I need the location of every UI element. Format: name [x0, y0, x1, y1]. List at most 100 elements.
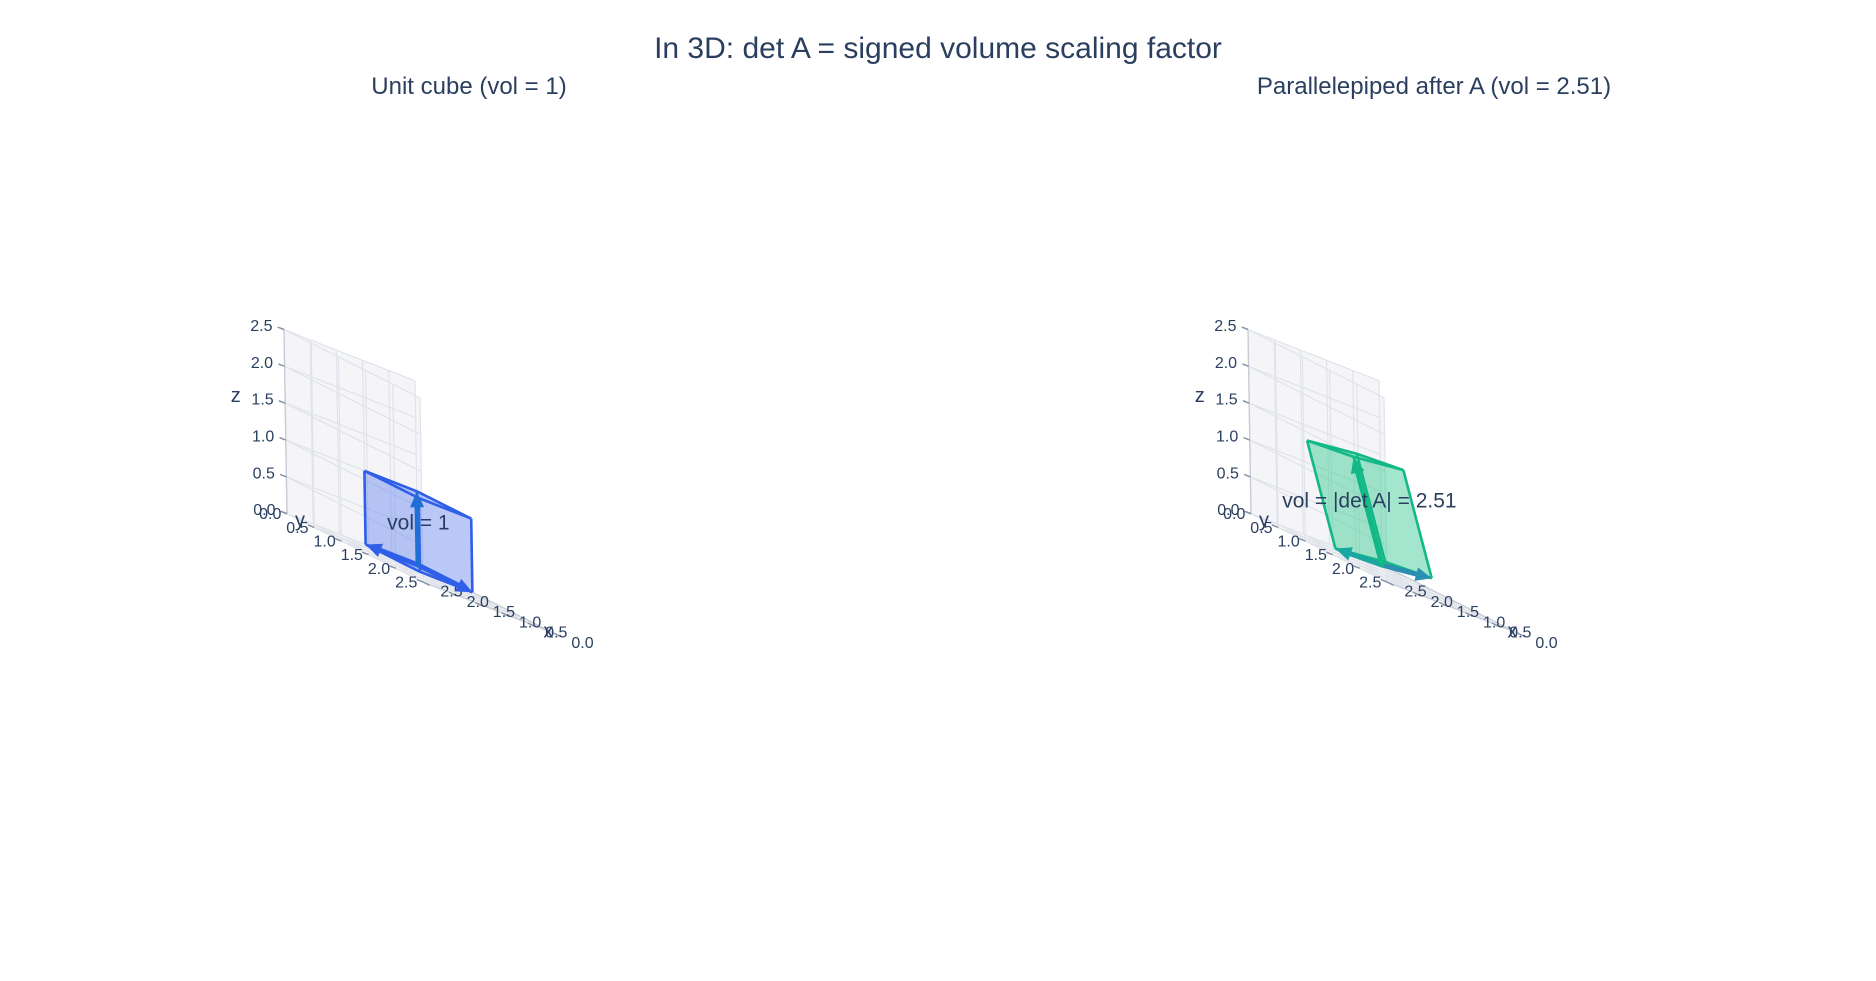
z-tick-label: 2.5: [250, 318, 272, 335]
y-tick-label: 0.0: [259, 506, 281, 523]
x-axis-title: x: [1507, 621, 1517, 643]
x-tick-label: 0.0: [571, 635, 593, 652]
grid-line: [310, 343, 315, 528]
z-tick-mark: [280, 510, 288, 515]
grid-line: [1248, 365, 1380, 419]
grid-line: [1329, 370, 1334, 555]
x-tick-label: 1.5: [493, 604, 515, 621]
figure-title: In 3D: det A = signed volume scaling fac…: [654, 32, 1222, 65]
x-tick-label: 2.0: [467, 594, 489, 611]
x-axis-title: x: [543, 621, 553, 643]
y-tick-mark: [362, 551, 369, 556]
grid-line: [395, 567, 528, 621]
x-tick-label: 0.5: [1509, 625, 1531, 642]
grid-line: [388, 370, 393, 555]
grid-line: [285, 439, 423, 509]
basis-vector-arrow: [378, 547, 421, 568]
y-tick-mark: [416, 578, 424, 583]
z-tick-mark: [1244, 510, 1252, 515]
right-subplot-title: Parallelepiped after A (vol = 2.51): [1257, 73, 1611, 100]
solid-face: [1356, 453, 1432, 579]
solid-edge: [363, 470, 367, 545]
solid-face: [1307, 440, 1382, 565]
y-axis-title: y: [295, 509, 305, 531]
y-tick-mark: [334, 537, 342, 542]
z-tick-mark: [1242, 363, 1249, 368]
y-tick-mark: [1298, 537, 1306, 542]
x-axis-line: [1381, 564, 1519, 634]
solid-edge: [1306, 439, 1358, 455]
grid-line: [283, 328, 416, 382]
basis-vector-arrow: [1348, 551, 1385, 568]
grid-line: [1250, 476, 1387, 546]
grid-line: [1273, 339, 1278, 525]
back-wall-y: [284, 329, 418, 565]
volume-annotation: vol = 1: [387, 512, 449, 535]
y-axis-title: y: [1259, 509, 1269, 531]
grid-line: [1359, 567, 1492, 621]
scene-parallelepiped[interactable]: 0.00.00.00.50.50.51.01.01.01.51.51.52.02…: [1195, 318, 1558, 652]
basis-vector-arrow: [1379, 562, 1419, 577]
back-wall-y: [1248, 329, 1382, 565]
y-tick-label: 1.0: [314, 533, 336, 550]
grid-line: [1248, 365, 1385, 436]
solid-face: [1307, 440, 1386, 562]
grid-line: [365, 370, 370, 555]
z-tick-label: 1.0: [252, 429, 274, 446]
basis-vector-arrow: [415, 562, 461, 588]
solid-edge: [1355, 453, 1387, 563]
y-tick-mark: [1271, 524, 1279, 529]
grid-line: [283, 328, 421, 399]
volume-annotation: vol = |det A| = 2.51: [1282, 489, 1456, 512]
basis-vector-arrowhead: [1414, 567, 1432, 581]
z-tick-mark: [1243, 473, 1251, 478]
z-tick-label: 2.5: [1214, 318, 1236, 335]
grid-line: [1326, 360, 1331, 545]
x-tick-mark: [1386, 581, 1394, 586]
x-tick-label: 0.5: [545, 625, 567, 642]
grid-line: [392, 384, 397, 569]
x-tick-label: 1.0: [519, 614, 541, 631]
scene-unit-cube[interactable]: 0.00.00.00.50.50.51.01.01.01.51.51.52.02…: [231, 318, 594, 652]
y-tick-label: 1.0: [1278, 533, 1300, 550]
grid-line: [286, 476, 423, 546]
solid-edge: [1356, 452, 1404, 472]
z-tick-label: 0.5: [253, 465, 275, 482]
x-tick-label: 2.5: [1404, 584, 1426, 601]
solid-edge: [1305, 440, 1337, 549]
basis-vector-arrowhead: [454, 578, 473, 593]
z-tick-label: 0.0: [253, 502, 275, 519]
y-tick-mark: [1353, 565, 1361, 570]
grid-line: [1247, 328, 1385, 399]
y-tick-mark: [1380, 578, 1388, 583]
basis-vector-arrowhead: [410, 491, 425, 508]
grid-line: [1274, 343, 1279, 528]
x-tick-mark: [422, 581, 430, 586]
z-axis-title: z: [231, 385, 241, 407]
x-tick-label: 2.0: [1431, 594, 1453, 611]
solid-edge: [1402, 469, 1433, 579]
z-tick-label: 1.0: [1216, 429, 1238, 446]
x-tick-label: 1.0: [1483, 614, 1505, 631]
z-axis-title: z: [1195, 385, 1205, 407]
left-subplot-title: Unit cube (vol = 1): [371, 73, 566, 100]
y-tick-label: 0.0: [1223, 506, 1245, 523]
solid-edge: [363, 469, 420, 500]
grid-line: [1378, 380, 1383, 566]
basis-vector-arrow: [1355, 469, 1385, 568]
y-tick-mark: [1326, 551, 1333, 556]
grid-line: [309, 339, 314, 525]
y-tick-label: 2.0: [1332, 561, 1354, 578]
x-tick-mark: [527, 622, 535, 627]
solid-face: [364, 470, 418, 565]
solid-face: [418, 498, 473, 593]
y-tick-label: 0.5: [1250, 520, 1272, 537]
z-tick-label: 2.0: [1215, 355, 1237, 372]
grid-line: [1299, 349, 1304, 535]
y-tick-label: 1.5: [1305, 547, 1327, 564]
z-tick-mark: [1241, 326, 1249, 331]
x-tick-mark: [1412, 591, 1421, 597]
z-tick-mark: [279, 436, 287, 441]
grid-line: [1247, 328, 1380, 382]
